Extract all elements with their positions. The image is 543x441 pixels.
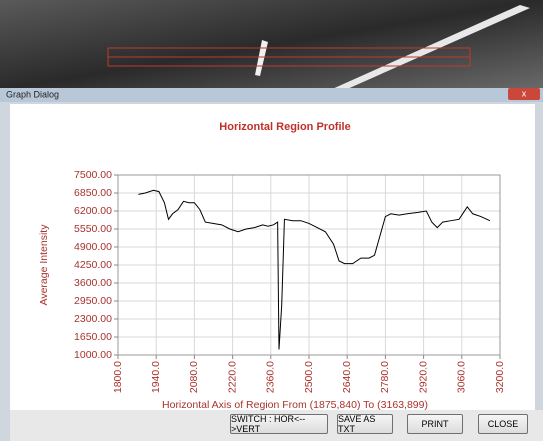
x-tick-label: 1800.0	[112, 361, 124, 393]
canvas: Graph Dialog x Horizontal Region Profile…	[0, 0, 543, 441]
x-axis-label: Horizontal Axis of Region From (1875,840…	[162, 399, 428, 411]
y-tick-label: 7500.00	[74, 169, 112, 181]
x-tick-label: 2920.0	[417, 361, 429, 393]
y-tick-label: 5550.00	[74, 223, 112, 235]
y-tick-label: 6200.00	[74, 205, 112, 217]
y-tick-label: 1650.00	[74, 331, 112, 343]
x-tick-label: 2500.0	[303, 361, 315, 393]
close-icon[interactable]: x	[522, 88, 527, 98]
button[interactable]: SAVE AS TXT	[337, 414, 393, 434]
y-tick-label: 4250.00	[74, 259, 112, 271]
x-tick-label: 2360.0	[265, 361, 277, 393]
button[interactable]: SWITCH : HOR<-->VERT	[230, 414, 328, 434]
y-tick-label: 1000.00	[74, 349, 112, 361]
y-tick-label: 6850.00	[74, 187, 112, 199]
chart-title: Horizontal Region Profile	[219, 121, 350, 133]
x-tick-label: 3060.0	[456, 361, 468, 393]
y-tick-label: 4900.00	[74, 241, 112, 253]
image-background	[0, 0, 543, 90]
x-tick-label: 3200.0	[494, 361, 506, 393]
x-tick-label: 2640.0	[341, 361, 353, 393]
y-tick-label: 3600.00	[74, 277, 112, 289]
x-tick-label: 2780.0	[379, 361, 391, 393]
y-tick-label: 2950.00	[74, 295, 112, 307]
screen: Graph Dialog x Horizontal Region Profile…	[0, 0, 543, 441]
x-tick-label: 2220.0	[226, 361, 238, 393]
y-axis-label: Average Intensity	[38, 224, 50, 306]
x-tick-label: 2080.0	[188, 361, 200, 393]
x-tick-label: 1940.0	[150, 361, 162, 393]
y-tick-label: 2300.00	[74, 313, 112, 325]
button[interactable]: PRINT	[407, 414, 463, 434]
window-title: Graph Dialog	[6, 89, 59, 99]
title-bar	[0, 88, 543, 102]
button[interactable]: CLOSE	[478, 414, 528, 434]
